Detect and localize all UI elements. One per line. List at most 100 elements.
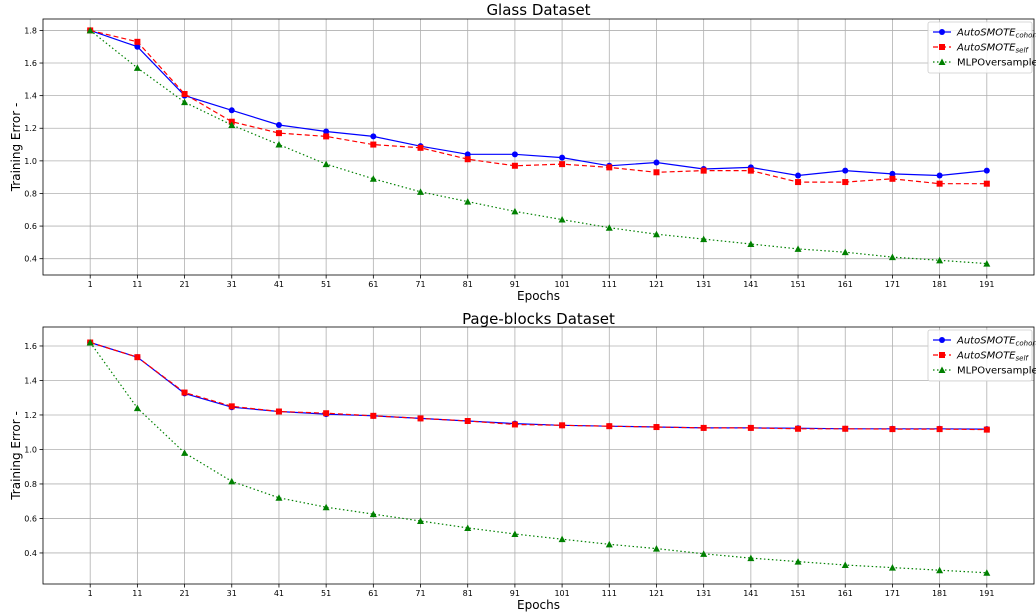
data-point — [842, 425, 849, 432]
data-point — [86, 339, 94, 346]
plot-area — [42, 326, 1035, 585]
data-point — [370, 141, 377, 148]
data-point — [323, 410, 330, 417]
x-tick-label: 111 — [602, 589, 617, 598]
data-point — [795, 425, 802, 432]
y-tick-label: 1.4 — [24, 92, 37, 101]
series-line — [89, 342, 987, 574]
data-point — [417, 188, 425, 195]
x-tick-label: 191 — [979, 280, 994, 289]
data-point — [275, 141, 283, 148]
data-point — [936, 426, 943, 433]
data-point — [889, 426, 896, 433]
series-self — [87, 339, 990, 433]
x-tick-label: 91 — [510, 280, 520, 289]
data-point — [983, 180, 990, 187]
data-point — [86, 26, 94, 34]
data-point — [936, 256, 944, 264]
data-point — [370, 133, 377, 140]
data-point — [464, 418, 471, 425]
data-point — [322, 160, 330, 168]
data-point — [936, 180, 943, 187]
y-tick-label: 1.0 — [24, 157, 37, 166]
x-tick-label: 131 — [696, 589, 711, 598]
x-axis-label: Epochs — [517, 289, 560, 303]
x-tick-label: 151 — [790, 589, 805, 598]
data-point — [700, 235, 708, 243]
data-point — [464, 198, 472, 205]
legend-box — [927, 21, 1033, 74]
y-axis-label: Training Error - — [9, 103, 23, 193]
data-point — [747, 167, 754, 174]
chart-panel-1: 1 11 21 31 41 51 61 71 81 91 101 111 121 131 141 151 161… — [9, 1, 1036, 303]
data-point — [370, 412, 377, 419]
data-point — [181, 91, 188, 98]
y-tick-label: 0.4 — [24, 549, 37, 558]
data-point — [417, 144, 424, 151]
data-point — [606, 164, 613, 171]
series-line — [90, 341, 987, 430]
data-point — [700, 424, 707, 431]
x-axis-label: Epochs — [517, 598, 560, 612]
y-tick-label: 1.0 — [24, 445, 37, 454]
series-line — [90, 29, 987, 177]
legend-marker — [939, 44, 945, 50]
data-point — [652, 545, 660, 552]
y-tick-label: 0.6 — [24, 514, 37, 523]
data-point — [606, 423, 613, 430]
legend-marker — [938, 366, 946, 373]
legend-label: MLPOversampler — [957, 366, 1036, 377]
data-point — [464, 156, 471, 163]
chart-panel-2: 1 11 21 31 41 51 61 71 81 91 101 111 121 131 141 151 161… — [9, 310, 1036, 612]
y-tick-label: 0.8 — [24, 480, 37, 489]
data-point — [605, 540, 613, 548]
legend-label: AutoSMOTEcohort — [956, 336, 1036, 348]
y-tick-label: 1.6 — [24, 342, 37, 351]
data-point — [181, 449, 189, 456]
data-point — [889, 170, 896, 177]
x-tick-label: 111 — [602, 280, 617, 289]
x-tick-label: 1 — [88, 280, 93, 289]
x-tick-label: 91 — [510, 589, 520, 598]
data-point — [653, 424, 660, 431]
x-tick-label: 81 — [463, 589, 473, 598]
x-tick-label: 121 — [649, 280, 664, 289]
y-tick-label: 1.2 — [24, 411, 37, 420]
legend-marker — [939, 337, 945, 343]
data-point — [275, 121, 282, 128]
data-point — [464, 524, 472, 531]
x-tick-label: 161 — [838, 589, 853, 598]
series-line — [89, 29, 987, 265]
data-point — [794, 245, 802, 252]
x-tick-label: 41 — [274, 589, 284, 598]
legend-label: MLPOversampler — [957, 58, 1036, 69]
y-tick-label: 1.6 — [24, 59, 37, 68]
data-point — [133, 64, 141, 71]
data-point — [983, 569, 991, 576]
data-point — [275, 494, 283, 501]
data-point — [842, 167, 849, 174]
legend: AutoSMOTEcohort AutoSMOTEself MLPOversampl… — [927, 329, 1036, 382]
chart-title: Page-blocks Dataset — [462, 310, 615, 328]
x-tick-label: 101 — [554, 280, 569, 289]
data-point — [133, 404, 141, 412]
data-point — [134, 38, 141, 45]
data-point — [841, 248, 849, 256]
data-point — [134, 43, 141, 50]
data-point — [369, 510, 377, 518]
data-point — [842, 179, 849, 186]
series-line — [90, 29, 987, 185]
data-point — [747, 554, 755, 562]
data-point — [181, 389, 188, 396]
x-tick-label: 181 — [932, 589, 947, 598]
data-point — [417, 517, 425, 525]
data-point — [511, 151, 518, 158]
data-point — [369, 175, 377, 182]
data-point — [228, 121, 236, 128]
legend-label: AutoSMOTEself — [956, 351, 1029, 363]
data-point — [653, 169, 660, 176]
data-point — [511, 530, 519, 537]
x-tick-label: 121 — [649, 589, 664, 598]
data-point — [464, 151, 471, 158]
x-tick-label: 171 — [885, 280, 900, 289]
